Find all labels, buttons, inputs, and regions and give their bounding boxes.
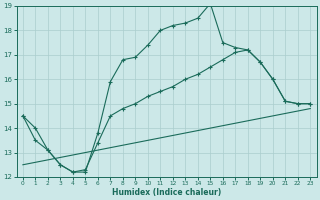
X-axis label: Humidex (Indice chaleur): Humidex (Indice chaleur) [112,188,221,197]
